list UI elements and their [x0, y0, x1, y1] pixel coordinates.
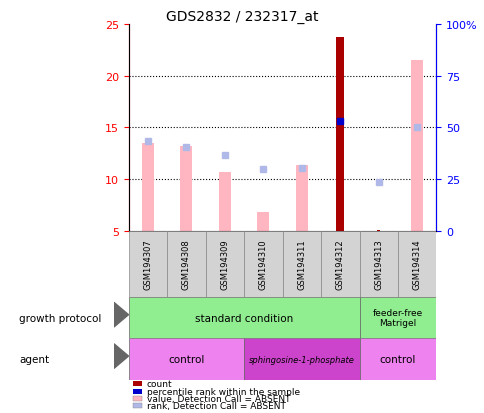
Bar [243, 339, 359, 380]
Text: GSM194311: GSM194311 [297, 239, 305, 290]
Bar [410, 61, 422, 231]
Bar [128, 339, 243, 380]
Text: GDS2832 / 232317_at: GDS2832 / 232317_at [166, 10, 318, 24]
Bar [282, 231, 320, 297]
Bar [377, 230, 379, 231]
Bar [128, 231, 166, 297]
Text: percentile rank within the sample: percentile rank within the sample [147, 387, 300, 396]
Text: standard condition: standard condition [195, 313, 292, 323]
Bar [397, 231, 436, 297]
Bar [359, 339, 436, 380]
Text: rank, Detection Call = ABSENT: rank, Detection Call = ABSENT [147, 401, 285, 411]
Text: control: control [379, 354, 415, 364]
Bar [243, 231, 282, 297]
Text: GSM194308: GSM194308 [182, 239, 190, 290]
Polygon shape [114, 303, 128, 327]
Bar [257, 213, 269, 231]
Text: GSM194314: GSM194314 [412, 239, 421, 290]
Bar [180, 147, 192, 231]
Bar [295, 165, 307, 231]
Text: growth protocol: growth protocol [19, 313, 102, 323]
Text: value, Detection Call = ABSENT: value, Detection Call = ABSENT [147, 394, 290, 403]
Bar [128, 297, 359, 339]
Text: GSM194313: GSM194313 [374, 239, 382, 290]
Bar [205, 231, 243, 297]
Text: feeder-free
Matrigel: feeder-free Matrigel [372, 309, 422, 328]
Text: GSM194307: GSM194307 [143, 239, 152, 290]
Bar [359, 231, 397, 297]
Text: agent: agent [19, 354, 49, 364]
Bar [166, 231, 205, 297]
Text: GSM194309: GSM194309 [220, 239, 229, 290]
Bar [335, 38, 344, 231]
Bar [320, 231, 359, 297]
Text: GSM194310: GSM194310 [258, 239, 267, 290]
Text: count: count [147, 379, 172, 388]
Text: sphingosine-1-phosphate: sphingosine-1-phosphate [248, 355, 354, 364]
Text: GSM194312: GSM194312 [335, 239, 344, 290]
Text: control: control [168, 354, 204, 364]
Bar [219, 173, 230, 231]
Bar [142, 144, 153, 231]
Bar [359, 297, 436, 339]
Polygon shape [114, 344, 128, 368]
